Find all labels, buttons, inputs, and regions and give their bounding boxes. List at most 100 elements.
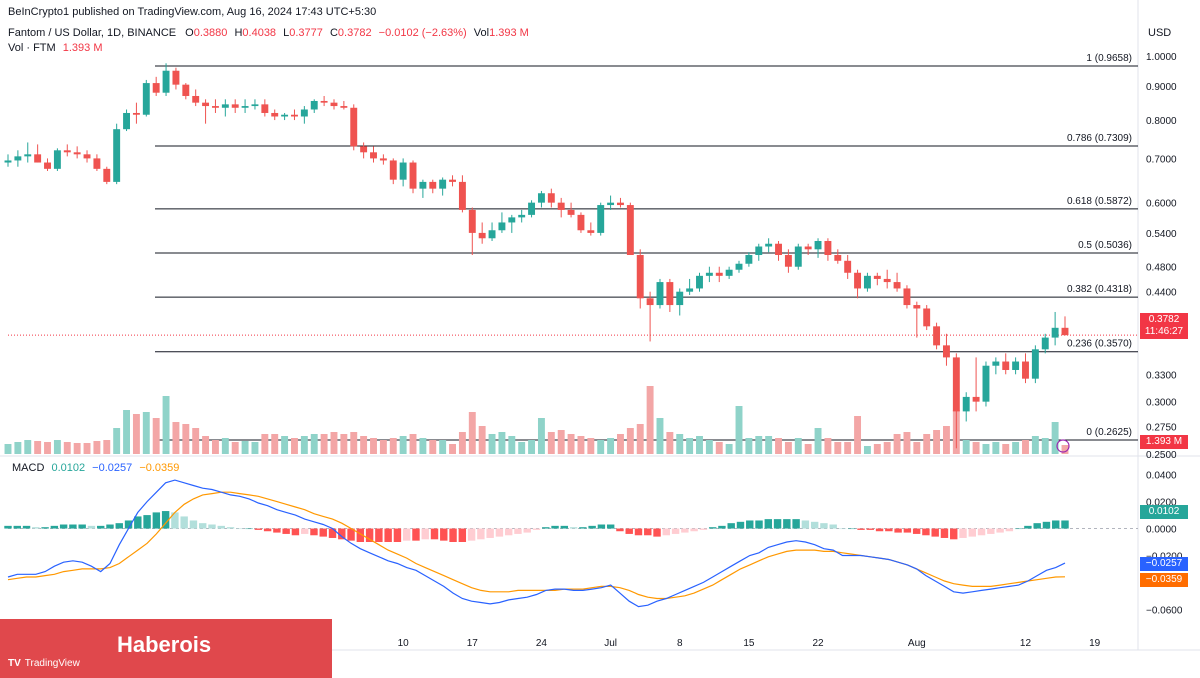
volume-bar (696, 436, 703, 454)
symbol-title[interactable]: Fantom / US Dollar, 1D, BINANCE (8, 27, 177, 39)
candle-body (379, 158, 387, 161)
time-tick-label: 10 (398, 638, 410, 649)
macd-histogram-bar (718, 525, 726, 529)
candle-body (804, 246, 812, 250)
volume-bar (152, 418, 160, 454)
fib-level-label: 0 (0.2625) (1086, 427, 1132, 438)
volume-bar (1041, 438, 1049, 454)
macd-histogram-bar (152, 512, 161, 529)
volume-bar (360, 436, 368, 454)
macd-histogram-bar (727, 523, 735, 529)
volume-bar (44, 442, 51, 454)
event-icon (1056, 439, 1070, 453)
price-tick-label: 0.3000 (1146, 398, 1177, 409)
candle-body (705, 272, 713, 276)
volume-bars (4, 386, 1069, 454)
volume-bar (794, 438, 802, 454)
volume-bar (123, 410, 130, 454)
volume-bar (943, 426, 950, 454)
macd-histogram-bar (922, 528, 930, 536)
candle-body (765, 243, 773, 247)
volume-bar (834, 442, 842, 454)
candle-body (1041, 337, 1049, 350)
candle-body (132, 112, 140, 115)
macd-histogram-bar (829, 524, 837, 529)
macd-histogram-bar (412, 528, 420, 541)
macd-histogram-bar (987, 528, 995, 534)
candle-body (439, 179, 447, 189)
macd-legend[interactable]: MACD 0.0102 −0.0257 −0.0359 (12, 462, 179, 474)
volume-bar (449, 444, 456, 454)
macd-histogram-bar (106, 524, 114, 529)
candle-body (63, 150, 71, 153)
volume-bar (458, 432, 466, 454)
volume-bar (330, 432, 338, 454)
candle-body (962, 396, 970, 412)
volume-bar (379, 440, 387, 454)
candle-body (1061, 327, 1069, 336)
candle-body (943, 345, 950, 358)
volume-bar (172, 422, 180, 454)
volume-bar (251, 442, 259, 454)
volume-bar (745, 438, 753, 454)
candle-body (4, 160, 12, 163)
macd-histogram-bar (940, 528, 949, 538)
volume-bar (93, 441, 101, 454)
open-value: 0.3880 (193, 27, 228, 39)
volume-bar (992, 442, 1000, 454)
macd-histogram-bar (634, 528, 643, 536)
macd-histogram-bar (671, 528, 680, 534)
candle-body (1002, 361, 1010, 370)
macd-panel (4, 479, 1138, 608)
volume-bar (261, 434, 269, 454)
macd-histogram-bar (708, 527, 717, 529)
macd-histogram-bar (504, 528, 513, 536)
macd-line (7, 479, 1066, 608)
candle-body (409, 162, 417, 189)
volume-bar (893, 434, 901, 454)
macd-histogram-bar (885, 528, 893, 532)
volume-bar (755, 436, 763, 454)
last-price-value: 0.3782 (1148, 314, 1180, 325)
macd-histogram-bar (551, 525, 559, 529)
macd-tick-label: 0.0000 (1146, 525, 1177, 536)
volume-bar (814, 428, 822, 454)
volume-legend[interactable]: Vol · FTM 1.393 M (8, 42, 102, 54)
macd-histogram-bar (1005, 528, 1014, 532)
volume-bar (53, 440, 61, 454)
price-tick-label: 0.7000 (1146, 154, 1177, 165)
volume-bar (547, 432, 555, 454)
volume-bar (626, 428, 634, 454)
candle-body (192, 95, 200, 103)
macd-histogram-bar (430, 528, 439, 540)
macd-signal-line (7, 491, 1066, 600)
volume-bar (103, 440, 111, 454)
volume-bar (923, 434, 931, 454)
candle-body (478, 232, 486, 239)
volume-bar (705, 440, 713, 454)
macd-histogram-bar (755, 520, 763, 529)
volume-bar (636, 424, 644, 454)
candle-body (893, 282, 901, 289)
candle-body (528, 202, 536, 215)
macd-line-tag: −0.0257 (1140, 557, 1188, 571)
volume-bar (646, 386, 654, 454)
price-tick-label: 0.2500 (1146, 450, 1177, 461)
candle-body (607, 202, 615, 206)
macd-histogram-bar (365, 528, 374, 542)
volume-bar (567, 434, 575, 454)
tradingview-logo: TV TradingView (8, 658, 80, 669)
candle-body (755, 246, 763, 255)
macd-histogram-bar (625, 528, 633, 534)
volume-bar (765, 436, 773, 454)
watermark-title: Haberois (117, 632, 212, 657)
candle-body (498, 222, 506, 231)
volume-bar (686, 438, 694, 454)
macd-legend-signal: −0.0359 (139, 462, 180, 474)
time-tick-label: 17 (467, 638, 479, 649)
volume-bar (429, 440, 437, 454)
currency-label[interactable]: USD (1148, 27, 1172, 39)
tradingview-brand: TradingView (24, 658, 80, 669)
macd-histogram-bar (13, 525, 21, 529)
